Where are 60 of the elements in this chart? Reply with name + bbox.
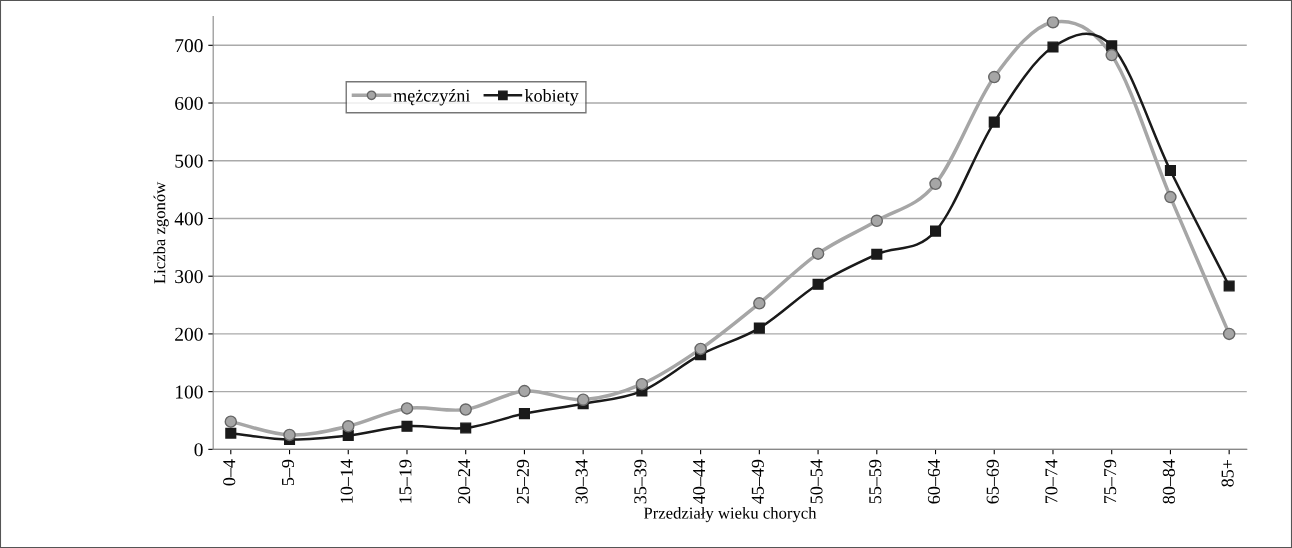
- point: [694, 342, 707, 356]
- y-tick-label: 0: [194, 443, 203, 457]
- point: [1223, 280, 1235, 292]
- point: [460, 422, 472, 434]
- x-tick-label: 80–84: [1162, 459, 1175, 504]
- y-tick-label: 400: [174, 212, 203, 226]
- x-tick-label: 40–44: [692, 459, 706, 504]
- y-tick-label: 700: [175, 39, 203, 53]
- y-tick-label: 200: [175, 327, 203, 341]
- point: [401, 420, 413, 432]
- x-tick-label: 75–79: [1104, 459, 1117, 504]
- x-tick-label: 30–34: [575, 459, 588, 504]
- y-tick-label: 600: [175, 96, 203, 110]
- x-tick-label: 60–64: [927, 459, 941, 504]
- point: [812, 278, 824, 290]
- point: [1164, 165, 1176, 177]
- point: [988, 70, 1001, 84]
- x-tick-label: 35–39: [634, 459, 647, 504]
- point: [1046, 16, 1060, 29]
- point: [753, 322, 765, 334]
- legend-label: mężczyźni: [393, 89, 471, 106]
- x-tick-label: 65–69: [986, 459, 999, 504]
- point: [870, 214, 884, 228]
- point: [929, 177, 942, 191]
- point: [929, 225, 942, 237]
- point: [342, 420, 355, 433]
- point: [811, 247, 825, 260]
- point: [1105, 48, 1118, 62]
- point: [635, 377, 649, 391]
- x-tick-label: 0–4: [223, 459, 236, 486]
- point: [225, 427, 237, 439]
- x-tick-label: 10–14: [340, 459, 353, 503]
- point: [459, 403, 472, 416]
- point: [753, 297, 766, 310]
- point: [283, 428, 296, 442]
- x-tick-label: 45–49: [751, 459, 764, 504]
- legend-label: kobiety: [524, 89, 579, 106]
- y-tick-label: 500: [175, 154, 203, 168]
- point: [1222, 327, 1236, 341]
- point: [576, 393, 590, 406]
- y-axis-title: Liczba zgonów: [153, 181, 169, 284]
- y-tick-label: 300: [175, 270, 203, 284]
- point: [518, 384, 531, 398]
- point: [1164, 190, 1177, 204]
- x-axis-title: Przedziały wieku chorych: [643, 507, 817, 523]
- point: [224, 415, 238, 428]
- x-tick-label: 70–74: [1045, 459, 1058, 504]
- point: [988, 116, 1000, 128]
- x-tick-label: 50–54: [810, 459, 823, 504]
- x-tick-label: 85+: [1221, 459, 1234, 487]
- x-tick-label: 25–29: [516, 459, 529, 504]
- x-tick-label: 5–9: [281, 459, 295, 486]
- x-tick-label: 15–19: [399, 459, 412, 503]
- point: [871, 248, 883, 260]
- x-tick-label: 55–59: [869, 459, 882, 504]
- point: [1047, 41, 1059, 53]
- point: [518, 408, 530, 420]
- x-tick-label: 20–24: [458, 459, 471, 504]
- point: [400, 402, 414, 415]
- y-tick-label: 100: [176, 385, 203, 399]
